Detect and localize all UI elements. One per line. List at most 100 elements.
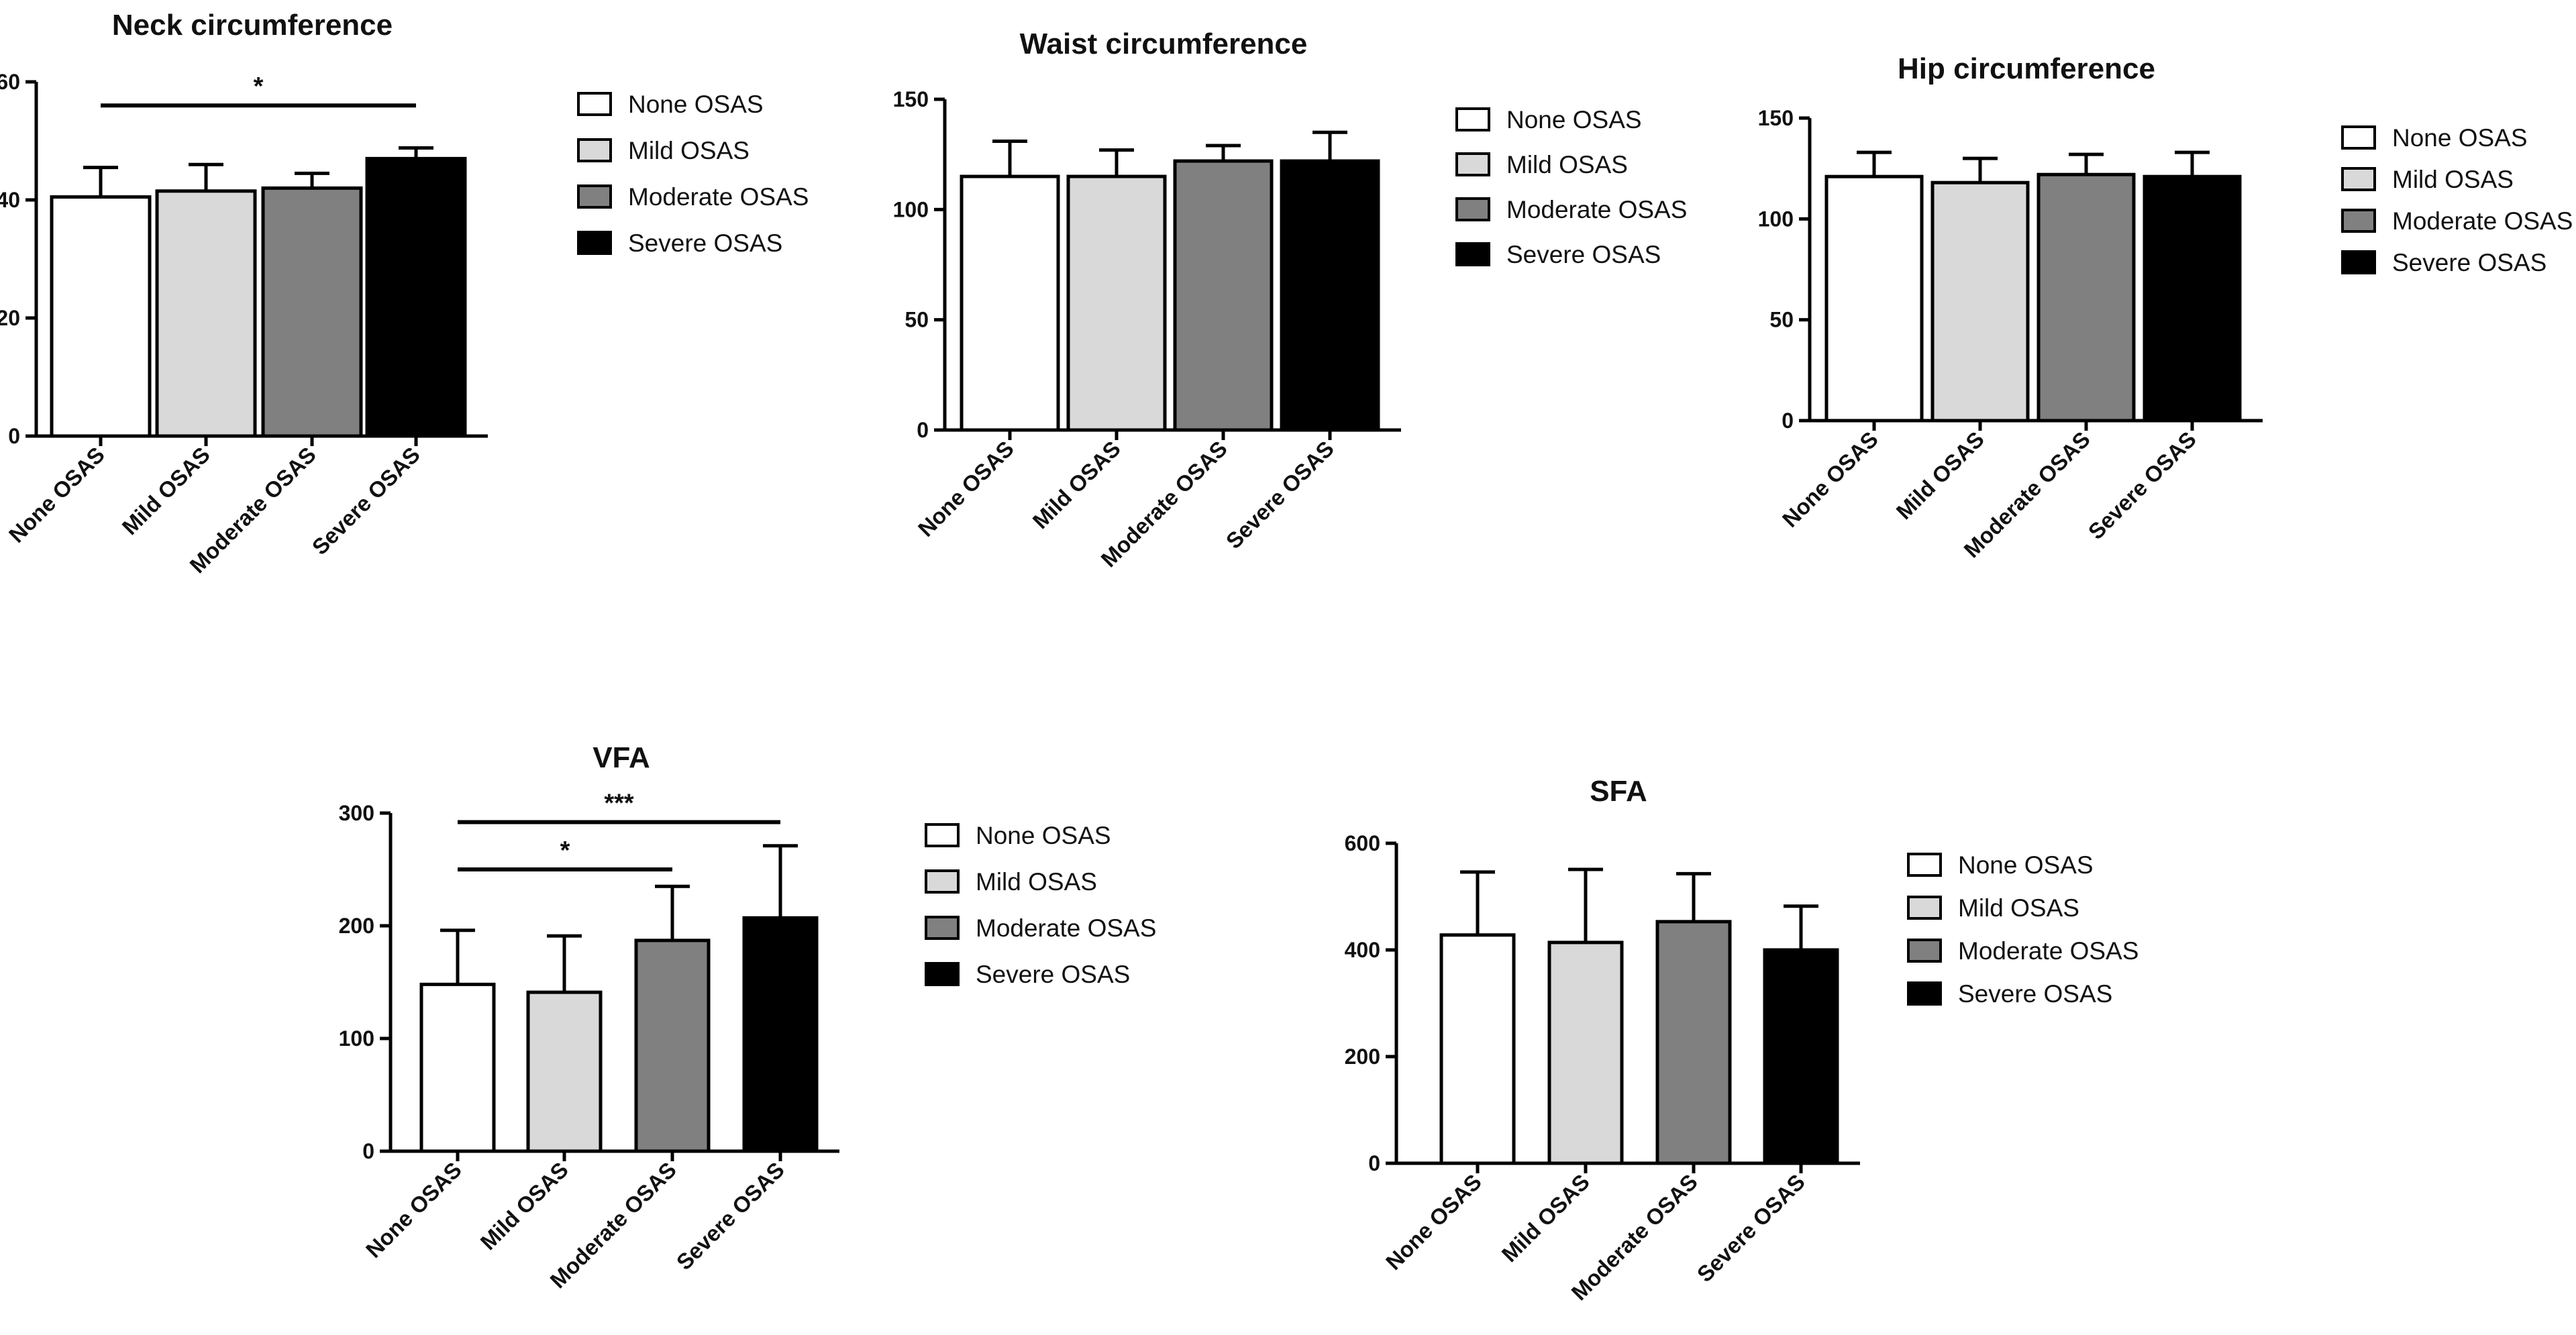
legend-label: None OSAS bbox=[2392, 124, 2528, 152]
bar-moderate bbox=[634, 939, 711, 1153]
legend-label: Mild OSAS bbox=[2392, 166, 2514, 193]
bar-none bbox=[960, 174, 1060, 432]
x-tick-label: Severe OSAS bbox=[672, 1157, 789, 1275]
bar-mild bbox=[155, 189, 257, 438]
legend-swatch bbox=[2341, 125, 2376, 150]
bar-moderate bbox=[261, 186, 363, 438]
legend-label: Mild OSAS bbox=[976, 868, 1097, 896]
legend-label: Severe OSAS bbox=[976, 961, 1130, 988]
x-tick-label: Mild OSAS bbox=[476, 1157, 573, 1254]
legend-label: Moderate OSAS bbox=[976, 914, 1156, 942]
y-tick-label: 200 bbox=[1345, 1045, 1380, 1069]
y-tick-label: 100 bbox=[893, 197, 929, 221]
x-tick-label: None OSAS bbox=[913, 436, 1019, 541]
legend-swatch bbox=[1455, 242, 1490, 266]
legend-label: Mild OSAS bbox=[628, 137, 750, 164]
x-tick-label: None OSAS bbox=[361, 1157, 466, 1263]
y-tick-label: 50 bbox=[1769, 308, 1794, 332]
chart-title: Hip circumference bbox=[1898, 52, 2155, 85]
legend-label: Moderate OSAS bbox=[628, 183, 809, 211]
chart-title: VFA bbox=[593, 741, 650, 774]
legend-swatch bbox=[1907, 981, 1942, 1006]
x-tick-label: Severe OSAS bbox=[1692, 1169, 1810, 1287]
x-tick-label: Severe OSAS bbox=[1221, 436, 1339, 553]
bar-severe bbox=[1280, 159, 1380, 432]
legend-label: Severe OSAS bbox=[628, 229, 782, 257]
bar-moderate bbox=[1655, 920, 1732, 1165]
legend-swatch bbox=[925, 823, 960, 847]
legend-swatch bbox=[577, 231, 612, 255]
legend-label: Severe OSAS bbox=[1958, 980, 2112, 1008]
chart-title: Waist circumference bbox=[1020, 28, 1308, 60]
y-tick-label: 400 bbox=[1345, 938, 1380, 962]
legend-swatch bbox=[1907, 896, 1942, 920]
bar-none bbox=[50, 195, 152, 438]
y-tick-label: 0 bbox=[1782, 409, 1794, 433]
legend-label: None OSAS bbox=[976, 822, 1111, 849]
legend-swatch bbox=[577, 138, 612, 162]
legend-swatch bbox=[1455, 107, 1490, 131]
legend-swatch bbox=[1907, 853, 1942, 877]
bar-moderate bbox=[1173, 159, 1274, 432]
x-tick-label: Mild OSAS bbox=[1028, 436, 1125, 533]
bar-severe bbox=[2143, 174, 2242, 423]
y-tick-label: 300 bbox=[339, 801, 374, 825]
legend-swatch bbox=[925, 916, 960, 940]
significance-label: *** bbox=[604, 789, 634, 817]
bar-severe bbox=[365, 156, 467, 438]
bar-mild bbox=[526, 990, 603, 1153]
significance-label: * bbox=[560, 837, 570, 865]
legend-swatch bbox=[1455, 152, 1490, 176]
legend: None OSAS Mild OSAS Moderate OSAS Severe OS… bbox=[1455, 106, 1687, 268]
legend-swatch bbox=[577, 92, 612, 116]
y-tick-label: 200 bbox=[339, 914, 374, 938]
x-tick-label: Mild OSAS bbox=[117, 442, 215, 539]
legend-swatch bbox=[2341, 167, 2376, 191]
y-tick-label: 0 bbox=[8, 424, 20, 448]
bar-mild bbox=[1066, 174, 1167, 432]
legend-label: Severe OSAS bbox=[2392, 249, 2546, 276]
legend-swatch bbox=[1907, 939, 1942, 963]
bar-severe bbox=[742, 916, 819, 1153]
legend-label: None OSAS bbox=[1958, 851, 2094, 879]
chart-title: SFA bbox=[1590, 775, 1647, 808]
x-tick-label: None OSAS bbox=[1778, 427, 1883, 532]
bar-severe bbox=[1763, 948, 1839, 1165]
y-tick-label: 60 bbox=[0, 70, 20, 94]
bar-mild bbox=[1930, 180, 2030, 423]
chart-title: Neck circumference bbox=[112, 9, 393, 42]
legend-label: Mild OSAS bbox=[1506, 151, 1628, 178]
y-tick-label: 20 bbox=[0, 306, 20, 330]
legend-swatch bbox=[925, 962, 960, 986]
y-tick-label: 600 bbox=[1345, 831, 1380, 855]
legend-label: None OSAS bbox=[628, 91, 764, 118]
bar-moderate bbox=[2037, 172, 2136, 423]
significance-label: * bbox=[254, 72, 264, 101]
legend-label: Moderate OSAS bbox=[1506, 196, 1687, 223]
bar-none bbox=[1439, 933, 1516, 1165]
chart-panel: SFA 0 200 400 600 None OSAS Mild OSASModerate … bbox=[1345, 775, 2139, 1305]
y-tick-label: 50 bbox=[905, 308, 929, 332]
y-tick-label: 100 bbox=[1758, 207, 1794, 231]
bar-none bbox=[419, 982, 496, 1153]
y-tick-label: 0 bbox=[362, 1139, 374, 1163]
y-tick-label: 150 bbox=[893, 87, 929, 111]
legend: None OSAS Mild OSAS Moderate OSAS Severe OS… bbox=[1907, 851, 2139, 1008]
x-tick-label: Severe OSAS bbox=[2083, 427, 2201, 544]
x-tick-label: None OSAS bbox=[1381, 1169, 1486, 1275]
legend-swatch bbox=[2341, 250, 2376, 274]
x-tick-label: Mild OSAS bbox=[1497, 1169, 1594, 1267]
x-tick-label: None OSAS bbox=[4, 442, 109, 547]
bar-mild bbox=[1547, 941, 1624, 1165]
legend-label: Severe OSAS bbox=[1506, 241, 1661, 268]
legend: None OSAS Mild OSAS Moderate OSAS Severe OS… bbox=[925, 822, 1156, 988]
y-tick-label: 0 bbox=[1368, 1151, 1380, 1175]
y-tick-label: 100 bbox=[339, 1026, 374, 1051]
legend: None OSAS Mild OSAS Moderate OSAS Severe OS… bbox=[577, 91, 809, 257]
legend-label: None OSAS bbox=[1506, 106, 1642, 134]
